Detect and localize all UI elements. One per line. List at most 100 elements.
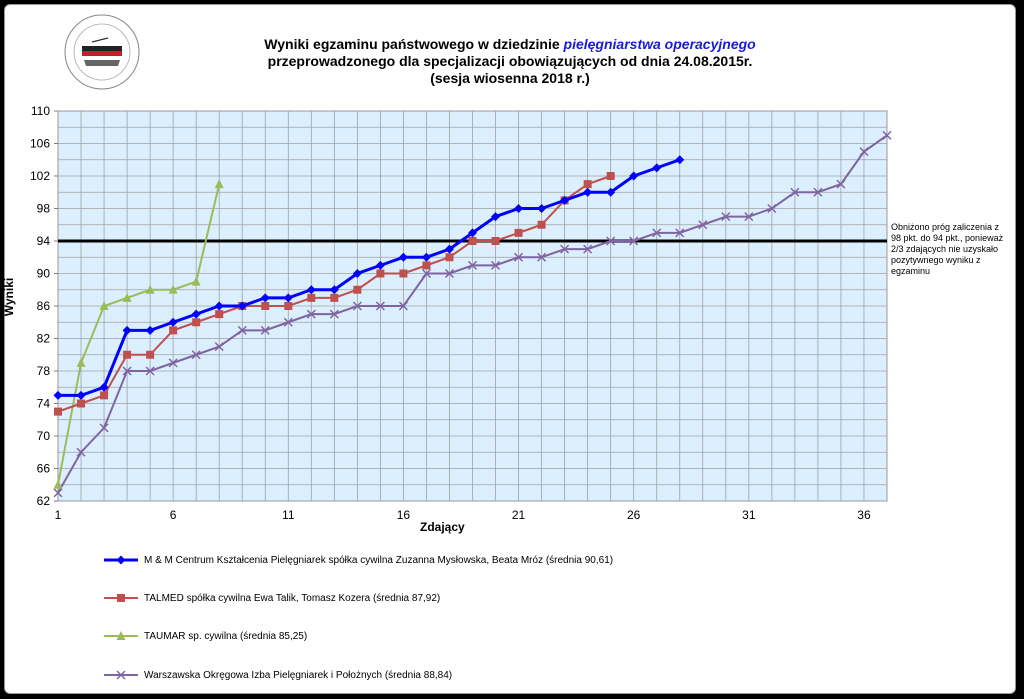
legend-label: TAUMAR sp. cywilna (średnia 85,25) [144, 630, 308, 642]
data-point-s1 [283, 293, 293, 303]
data-point-s4 [260, 325, 270, 335]
legend-swatch [104, 555, 138, 565]
data-point-s1 [652, 163, 662, 173]
y-tick-label: 106 [30, 137, 50, 151]
legend-item: M & M Centrum Kształcenia Pielęgniarek s… [104, 553, 613, 567]
y-axis-label: Wyniki [2, 277, 17, 317]
data-point-s4 [744, 212, 754, 222]
y-tick-label: 74 [37, 397, 51, 411]
data-point-s2 [215, 310, 224, 319]
legend-item: TAUMAR sp. cywilna (średnia 85,25) [104, 629, 307, 643]
data-point-s3 [76, 357, 86, 367]
data-point-s1 [191, 309, 201, 319]
data-point-s2 [606, 172, 615, 180]
data-point-s2 [445, 253, 454, 262]
y-tick-label: 90 [37, 267, 51, 281]
data-point-s1 [53, 390, 63, 400]
data-point-s4 [652, 228, 662, 238]
data-point-s4 [467, 260, 478, 270]
title-line1-a: Wyniki egzaminu państwowego w dziedzinie [264, 36, 564, 52]
data-point-s1 [122, 325, 132, 335]
data-point-s4 [76, 447, 86, 457]
data-point-s3 [122, 292, 132, 302]
data-point-s1 [214, 301, 224, 311]
data-point-s2 [583, 180, 592, 189]
y-tick-label: 66 [37, 462, 51, 476]
data-point-s1 [398, 252, 408, 262]
x-tick-label: 16 [397, 508, 411, 522]
data-point-s4 [583, 244, 593, 254]
title-line1-b: pielęgniarstwa operacyjnego [563, 36, 756, 52]
data-point-s1 [468, 228, 477, 238]
data-point-s1 [76, 390, 86, 400]
data-point-s4 [444, 268, 455, 279]
data-point-s2 [330, 293, 339, 302]
data-point-s4 [813, 187, 823, 197]
data-point-s1 [260, 293, 270, 303]
data-point-s2 [353, 285, 362, 294]
data-point-s3 [191, 276, 201, 286]
data-point-s2 [192, 318, 201, 327]
data-point-s4 [560, 244, 570, 254]
y-tick-label: 70 [37, 429, 51, 443]
data-point-s2 [468, 237, 477, 245]
data-point-s2 [77, 399, 86, 408]
data-point-s3 [99, 301, 109, 310]
data-point-s2 [100, 391, 109, 400]
legend-label: M & M Centrum Kształcenia Pielęgniarek s… [144, 554, 614, 566]
legend-label: Warszawska Okręgowa Izba Pielęgniarek i … [144, 669, 453, 681]
y-tick-label: 86 [37, 299, 51, 313]
data-point-s4 [859, 147, 869, 157]
data-point-s4 [191, 350, 201, 360]
data-point-s1 [145, 325, 155, 335]
y-tick-label: 102 [30, 169, 50, 183]
data-point-s4 [490, 260, 501, 270]
y-tick-label: 94 [37, 234, 51, 248]
x-tick-label: 31 [742, 508, 756, 522]
data-point-s4 [145, 366, 155, 376]
data-point-s1 [629, 171, 639, 181]
data-point-s1 [329, 285, 339, 295]
data-point-s4 [53, 488, 63, 498]
data-point-s4 [767, 203, 777, 214]
data-point-s2 [169, 326, 178, 335]
x-tick-label: 6 [170, 508, 177, 522]
data-point-s3 [214, 179, 224, 189]
data-point-s3 [145, 284, 155, 294]
data-point-s4 [99, 423, 109, 433]
legend-swatch [104, 631, 138, 640]
data-point-s3 [53, 479, 63, 489]
data-point-s4 [629, 236, 639, 246]
series-line-1 [58, 158, 681, 397]
title-line3: (sesja wiosenna 2018 r.) [430, 70, 590, 86]
data-point-s1 [168, 317, 178, 327]
data-point-s2 [123, 350, 132, 359]
y-tick-label: 98 [37, 202, 51, 216]
x-axis-label: Zdający [420, 520, 465, 534]
data-point-s2 [399, 269, 408, 278]
data-point-s4 [237, 325, 247, 335]
data-point-s4 [283, 317, 293, 327]
data-point-s4 [122, 366, 132, 376]
threshold-note: Obniżono próg zaliczenia z 98 pkt. do 94… [891, 222, 1004, 276]
data-point-s1 [99, 382, 109, 392]
data-point-s4 [514, 252, 524, 262]
data-point-s3 [168, 284, 178, 294]
data-point-s1 [444, 244, 454, 254]
data-point-s2 [376, 269, 385, 278]
x-tick-label: 21 [512, 508, 526, 522]
data-point-s4 [675, 228, 685, 238]
data-point-s1 [583, 187, 593, 197]
x-tick-label: 26 [627, 508, 641, 522]
data-point-s2 [54, 407, 62, 416]
legend-label: TALMED spółka cywilna Ewa Talik, Tomasz … [144, 592, 441, 604]
data-point-s1 [514, 204, 524, 213]
data-point-s4 [352, 301, 362, 311]
data-point-s4 [168, 358, 178, 368]
x-tick-label: 1 [55, 508, 62, 522]
y-tick-label: 62 [37, 494, 51, 508]
data-point-s1 [237, 301, 247, 311]
data-point-s1 [306, 285, 316, 295]
data-point-s1 [675, 155, 685, 165]
legend-swatch [104, 594, 138, 602]
